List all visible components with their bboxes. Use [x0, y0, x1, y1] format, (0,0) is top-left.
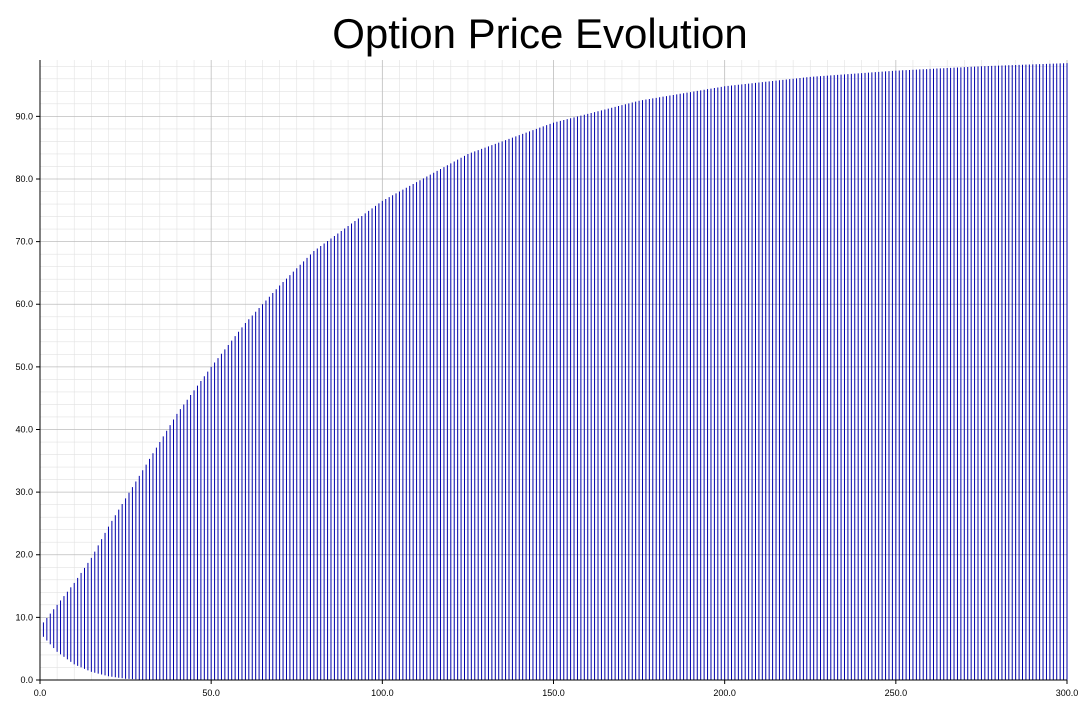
- x-tick-label: 250.0: [885, 688, 908, 698]
- y-tick-label: 10.0: [15, 612, 33, 622]
- y-tick-label: 60.0: [15, 299, 33, 309]
- y-tick-label: 90.0: [15, 111, 33, 121]
- x-tick-label: 0.0: [34, 688, 47, 698]
- x-tick-label: 50.0: [202, 688, 220, 698]
- x-axis-ticks: 0.0 50.0 100.0 150.0 200.0 250.0 300.0: [34, 680, 1079, 698]
- chart-title: Option Price Evolution: [332, 10, 748, 57]
- x-tick-label: 200.0: [713, 688, 736, 698]
- y-tick-label: 20.0: [15, 550, 33, 560]
- y-tick-label: 80.0: [15, 174, 33, 184]
- y-tick-label: 70.0: [15, 237, 33, 247]
- y-tick-label: 40.0: [15, 424, 33, 434]
- y-tick-label: 30.0: [15, 487, 33, 497]
- y-axis-ticks: 0.0 10.0 20.0 30.0 40.0 50.0 60.0 70.0 80.0 90.0: [15, 111, 40, 685]
- y-tick-label: 50.0: [15, 362, 33, 372]
- y-tick-label: 0.0: [20, 675, 33, 685]
- x-tick-label: 300.0: [1056, 688, 1079, 698]
- data-bars: [39, 63, 1068, 680]
- x-tick-label: 100.0: [371, 688, 394, 698]
- x-tick-label: 150.0: [542, 688, 565, 698]
